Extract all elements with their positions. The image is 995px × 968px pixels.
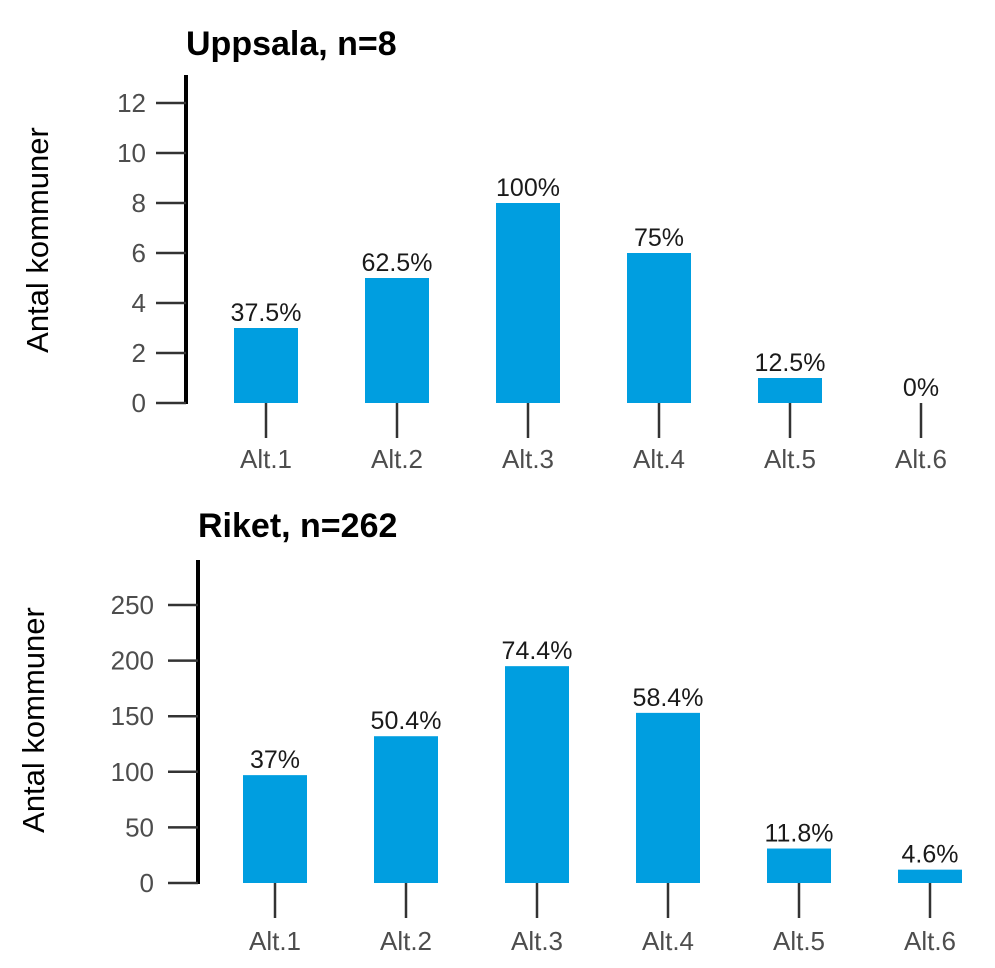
- data-label: 74.4%: [502, 637, 573, 665]
- x-tick-label: Alt.3: [502, 444, 554, 474]
- y-tick-label: 4: [132, 288, 146, 318]
- x-tick-label: Alt.1: [240, 444, 292, 474]
- data-label: 75%: [634, 224, 684, 252]
- bar: [505, 666, 569, 883]
- x-tick-label: Alt.5: [773, 926, 825, 956]
- y-tick-label: 50: [125, 812, 154, 842]
- data-label: 12.5%: [755, 349, 826, 377]
- data-label: 11.8%: [764, 820, 833, 848]
- x-tick-label: Alt.4: [642, 926, 694, 956]
- bar: [234, 328, 298, 403]
- x-tick-label: Alt.3: [511, 926, 563, 956]
- bar: [365, 278, 429, 403]
- x-tick-label: Alt.1: [249, 926, 301, 956]
- chart-panel-uppsala: Uppsala, n=8 Antal kommuner 0 2 4 6 8 10 12 Alt…: [20, 25, 948, 474]
- x-tick-label: Alt.6: [904, 926, 956, 956]
- y-axis-label: Antal kommuner: [20, 127, 55, 353]
- x-tick-label: Alt.2: [371, 444, 423, 474]
- x-tick-label: Alt.6: [895, 444, 947, 474]
- y-tick-label: 8: [132, 188, 146, 218]
- bar: [627, 253, 691, 403]
- bar: [898, 869, 962, 883]
- bar-chart-riket: Riket, n=262 Antal kommuner 0 50 100 150 200…: [16, 507, 962, 956]
- x-tick-label: Alt.2: [380, 926, 432, 956]
- bar-chart-uppsala: Uppsala, n=8 Antal kommuner 0 2 4 6 8 10 12 Alt…: [20, 25, 947, 474]
- data-label: 0%: [903, 374, 939, 402]
- y-tick-label: 200: [111, 646, 154, 676]
- bar: [243, 775, 307, 883]
- y-tick-label: 10: [117, 138, 146, 168]
- x-tick-label: Alt.5: [764, 444, 816, 474]
- y-tick-label: 100: [111, 757, 154, 787]
- y-tick-label: 6: [132, 238, 146, 268]
- y-tick-label: 0: [132, 388, 146, 418]
- x-tick-label: Alt.4: [633, 444, 685, 474]
- y-tick-label: 0: [140, 868, 154, 898]
- chart-panel-riket: Riket, n=262 Antal kommuner 0 50 100 150 200…: [0, 490, 995, 968]
- y-tick-label: 250: [111, 590, 154, 620]
- data-label: 100%: [496, 174, 560, 202]
- y-axis-label: Antal kommuner: [16, 607, 51, 833]
- bar: [758, 378, 822, 403]
- data-label: 50.4%: [371, 707, 442, 735]
- data-label: 58.4%: [633, 684, 704, 712]
- y-tick-label: 2: [132, 338, 146, 368]
- y-tick-label: 12: [117, 88, 146, 118]
- data-label: 37.5%: [231, 299, 302, 327]
- data-label: 37%: [250, 746, 300, 774]
- bar: [374, 736, 438, 883]
- bar: [496, 203, 560, 403]
- bar: [767, 848, 831, 883]
- data-label: 62.5%: [362, 249, 433, 277]
- data-label: 4.6%: [902, 841, 959, 869]
- chart-title: Riket, n=262: [198, 507, 397, 545]
- bar: [636, 712, 700, 883]
- y-tick-label: 150: [111, 701, 154, 731]
- chart-title: Uppsala, n=8: [186, 25, 397, 63]
